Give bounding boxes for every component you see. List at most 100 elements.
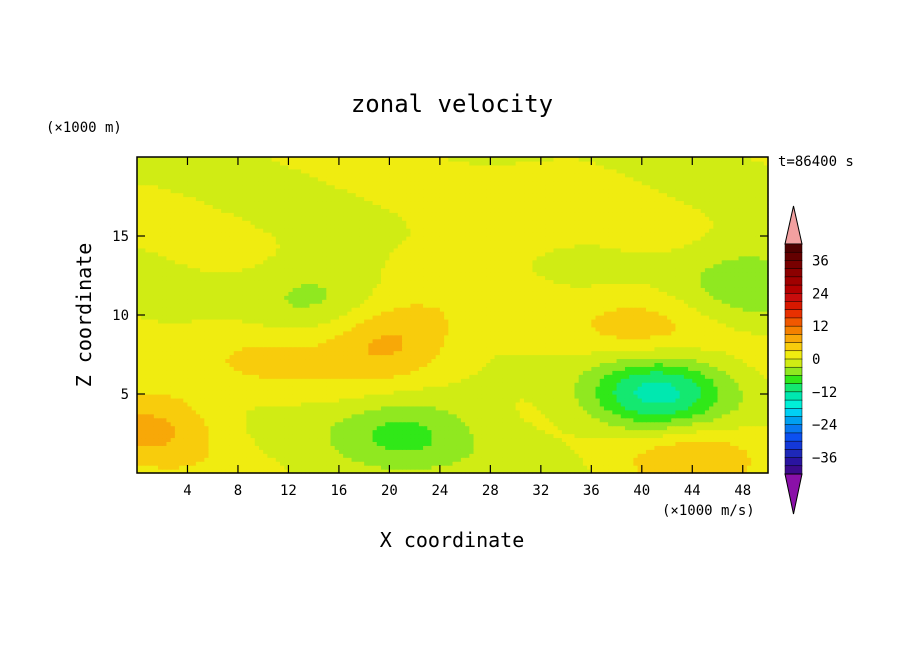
heatmap-cell (439, 461, 445, 466)
heatmap-cell (742, 465, 748, 470)
heatmap-cell (229, 358, 235, 363)
heatmap-cell (578, 457, 584, 462)
heatmap-cell (431, 445, 437, 450)
heatmap-cell (460, 350, 466, 356)
heatmap-cell (444, 417, 449, 423)
heatmap-cell (486, 405, 491, 411)
heatmap-cell (267, 417, 273, 423)
heatmap-cell (624, 465, 630, 470)
heatmap-cell (271, 397, 277, 403)
heatmap-cell (208, 382, 214, 387)
heatmap-cell (355, 409, 361, 415)
heatmap-cell (502, 461, 508, 466)
heatmap-cell (709, 397, 714, 403)
heatmap-cell (637, 354, 643, 360)
heatmap-cell (738, 401, 744, 407)
heatmap-cell (519, 401, 525, 407)
heatmap-cell (280, 437, 285, 442)
heatmap-cell (616, 397, 622, 403)
heatmap-cell (313, 453, 319, 458)
heatmap-cell (301, 350, 306, 356)
heatmap-cell (208, 386, 214, 391)
heatmap-cell (679, 350, 685, 356)
heatmap-cell (179, 437, 184, 442)
heatmap-cell (212, 338, 218, 344)
heatmap-cell (524, 409, 529, 415)
heatmap-cell (174, 429, 180, 435)
heatmap-cell (477, 358, 483, 363)
heatmap-cell (237, 382, 243, 387)
heatmap-cell (763, 386, 769, 391)
heatmap-cell (759, 437, 765, 442)
heatmap-cell (254, 386, 260, 391)
heatmap-cell (292, 413, 298, 419)
heatmap-cell (519, 449, 525, 454)
heatmap-cell (528, 457, 534, 462)
heatmap-cell (288, 386, 294, 391)
heatmap-cell (490, 417, 496, 423)
heatmap-cell (536, 386, 542, 391)
heatmap-cell (258, 425, 264, 431)
heatmap-cell (532, 421, 538, 427)
heatmap-cell (258, 417, 264, 423)
heatmap-cell (654, 358, 660, 363)
heatmap-cell (650, 346, 656, 352)
heatmap-cell (322, 346, 327, 352)
heatmap-cell (444, 342, 449, 348)
heatmap-cell (326, 382, 332, 387)
heatmap-cell (646, 358, 651, 363)
heatmap-cell (380, 405, 386, 411)
heatmap-cell (738, 394, 744, 399)
heatmap-cell (359, 409, 365, 415)
heatmap-cell (641, 461, 647, 466)
heatmap-cell (195, 457, 201, 462)
heatmap-cell (603, 425, 609, 431)
heatmap-cell (301, 425, 306, 431)
heatmap-cell (292, 433, 298, 439)
heatmap-cell (385, 469, 390, 474)
heatmap-cell (524, 374, 529, 379)
heatmap-cell (326, 397, 332, 403)
heatmap-cell (141, 401, 147, 407)
heatmap-cell (364, 350, 369, 356)
heatmap-cell (566, 469, 571, 474)
heatmap-cell (166, 354, 172, 360)
heatmap-cell (528, 409, 534, 415)
heatmap-cell (734, 366, 740, 371)
heatmap-cell (187, 441, 193, 446)
heatmap-cell (603, 401, 609, 407)
heatmap-cell (258, 386, 264, 391)
heatmap-cell (650, 370, 656, 375)
heatmap-cell (650, 425, 656, 431)
heatmap-cell (591, 409, 597, 415)
heatmap-cell (343, 390, 348, 395)
heatmap-cell (288, 429, 294, 435)
heatmap-cell (646, 366, 651, 371)
heatmap-cell (229, 382, 235, 387)
heatmap-cell (229, 378, 235, 383)
heatmap-cell (561, 362, 567, 367)
heatmap-cell (675, 437, 681, 442)
heatmap-cell (275, 390, 281, 395)
heatmap-cell (486, 382, 491, 387)
heatmap-cell (532, 413, 538, 419)
heatmap-cell (296, 461, 302, 466)
heatmap-cell (524, 342, 529, 348)
heatmap-cell (721, 429, 727, 435)
heatmap-cell (364, 453, 369, 458)
heatmap-cell (351, 370, 357, 375)
heatmap-cell (263, 461, 269, 466)
heatmap-cell (347, 346, 353, 352)
heatmap-cell (427, 350, 433, 356)
heatmap-cell (616, 453, 622, 458)
heatmap-cell (721, 342, 727, 348)
heatmap-cell (498, 457, 504, 462)
heatmap-cell (734, 362, 740, 367)
heatmap-cell (309, 378, 315, 383)
heatmap-cell (280, 433, 285, 439)
heatmap-cell (187, 397, 193, 403)
heatmap-cell (448, 350, 454, 356)
heatmap-cell (460, 374, 466, 379)
heatmap-cell (448, 405, 454, 411)
heatmap-cell (431, 429, 437, 435)
